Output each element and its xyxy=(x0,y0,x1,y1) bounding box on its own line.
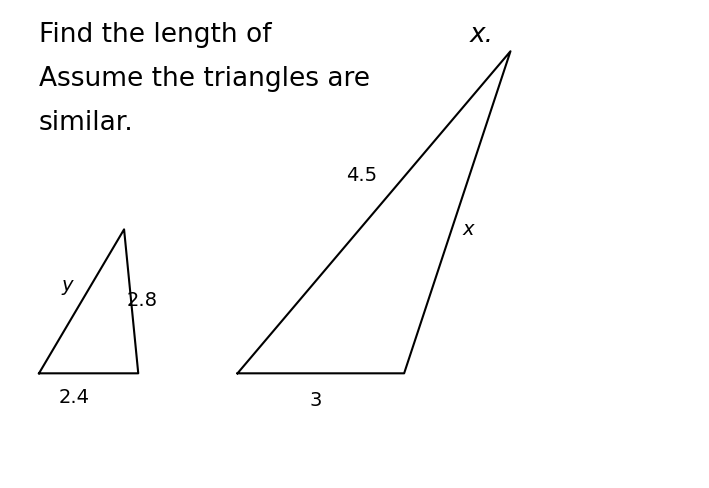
Text: Find the length of: Find the length of xyxy=(39,22,280,48)
Text: 3: 3 xyxy=(309,391,322,409)
Text: x.: x. xyxy=(470,22,494,48)
Text: x: x xyxy=(462,220,474,239)
Text: Assume the triangles are: Assume the triangles are xyxy=(39,66,370,92)
Text: 4.5: 4.5 xyxy=(346,166,377,185)
Text: 2.4: 2.4 xyxy=(59,388,90,407)
Text: 2.8: 2.8 xyxy=(126,291,157,309)
Text: similar.: similar. xyxy=(39,110,134,136)
Text: y: y xyxy=(62,276,73,295)
